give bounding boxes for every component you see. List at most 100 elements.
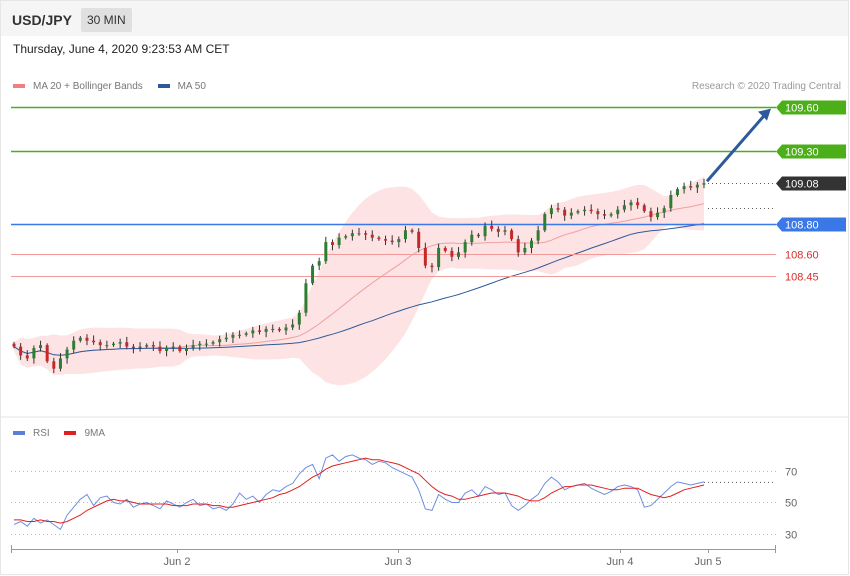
- candle-body: [430, 265, 434, 268]
- candle-body: [178, 346, 182, 352]
- candle-body: [602, 214, 606, 216]
- candle-body: [324, 242, 328, 262]
- candle-body: [649, 211, 653, 218]
- candle-body: [19, 346, 23, 356]
- candle-body: [45, 345, 49, 362]
- candle-body: [238, 334, 242, 336]
- candle-body: [151, 345, 155, 347]
- timeframe-badge[interactable]: 30 MIN: [81, 8, 132, 32]
- candle-body: [596, 211, 600, 215]
- credit-text: Research © 2020 Trading Central: [691, 81, 841, 92]
- level-tag-109.30: [776, 144, 846, 159]
- level-tag-108.80: [776, 217, 846, 232]
- candle-body: [370, 234, 374, 238]
- candle-body: [125, 342, 129, 347]
- candle-body: [463, 242, 467, 253]
- candle-body: [609, 214, 613, 216]
- candle-body: [616, 209, 620, 215]
- candle-body: [297, 312, 301, 325]
- candle-body: [311, 265, 315, 284]
- candle-body: [403, 230, 407, 240]
- candle-body: [510, 230, 514, 240]
- candle-body: [85, 337, 89, 341]
- candle-body: [145, 345, 149, 347]
- candle-body: [390, 240, 394, 243]
- candle-body: [702, 183, 706, 185]
- candle-body: [317, 261, 321, 266]
- candle-body: [330, 242, 334, 246]
- candle-body: [72, 340, 76, 350]
- pair-title: USD/JPY: [12, 12, 72, 28]
- candle-body: [543, 214, 547, 231]
- level-label-108.45: 108.45: [785, 272, 819, 284]
- legend-swatch-ma50: [157, 84, 170, 89]
- candle-body: [476, 234, 480, 237]
- candle-body: [65, 349, 69, 359]
- rsi-legend: RSI 9MA: [13, 428, 117, 439]
- x-tick-label: Jun 4: [607, 556, 634, 568]
- candle-body: [25, 355, 29, 359]
- legend-item-ma50: MA 50: [157, 81, 206, 92]
- legend-label-rsi: RSI: [33, 428, 50, 439]
- level-label-108.80: 108.80: [785, 220, 819, 232]
- legend-item-ma20: MA 20 + Bollinger Bands: [13, 81, 143, 92]
- candle-body: [357, 233, 361, 235]
- candle-body: [350, 233, 354, 237]
- bollinger-band-area: [14, 176, 704, 386]
- rsi-series-RSI: [13, 454, 705, 531]
- candle-body: [244, 333, 248, 335]
- candle-body: [536, 230, 540, 241]
- candle-body: [496, 228, 500, 232]
- candle-body: [470, 234, 474, 243]
- candle-body: [397, 239, 401, 243]
- candle-body: [224, 337, 228, 340]
- candle-body: [138, 346, 142, 349]
- candle-body: [112, 343, 116, 346]
- candle-body: [171, 346, 175, 349]
- rsi-tick-30: 30: [785, 530, 797, 542]
- level-tag-109.08: [776, 176, 846, 191]
- candle-body: [304, 283, 308, 313]
- candle-body: [165, 348, 169, 352]
- candle-body: [58, 358, 62, 369]
- candle-body: [257, 330, 261, 332]
- candle-body: [377, 237, 381, 240]
- candle-body: [118, 342, 122, 344]
- candle-body: [656, 212, 660, 218]
- candle-body: [569, 212, 573, 216]
- candle-body: [483, 225, 487, 237]
- candle-body: [284, 327, 288, 331]
- candle-body: [516, 239, 520, 253]
- candle-body: [211, 342, 215, 344]
- target-arrow-shaft: [705, 113, 767, 183]
- candle-body: [384, 239, 388, 241]
- candle-body: [52, 361, 56, 369]
- candle-body: [291, 324, 295, 328]
- candle-body: [669, 194, 673, 209]
- candle-body: [675, 189, 679, 195]
- legend-item-9ma: 9MA: [64, 428, 105, 439]
- level-label-109.60: 109.60: [785, 103, 819, 115]
- candle-body: [271, 328, 275, 330]
- candle-body: [662, 208, 666, 213]
- target-arrow-head: [758, 108, 771, 121]
- candle-body: [410, 230, 414, 232]
- legend-label-ma20: MA 20 + Bollinger Bands: [33, 81, 143, 92]
- main-legend: MA 20 + Bollinger Bands MA 50: [13, 81, 218, 92]
- candle-body: [589, 209, 593, 212]
- candle-body: [158, 346, 162, 352]
- candle-body: [264, 328, 268, 332]
- candle-body: [523, 247, 527, 253]
- candle-body: [490, 225, 494, 229]
- rsi-series-9MA: [14, 457, 705, 524]
- candle-body: [32, 348, 36, 359]
- candle-body: [185, 348, 188, 352]
- candle-body: [682, 186, 686, 190]
- legend-swatch-ma20: [13, 84, 25, 89]
- level-label-109.30: 109.30: [785, 147, 819, 159]
- x-tick-label: Jun 2: [164, 556, 191, 568]
- level-tag-109.60: [776, 100, 846, 115]
- candle-body: [576, 211, 580, 213]
- candle-body: [98, 342, 102, 346]
